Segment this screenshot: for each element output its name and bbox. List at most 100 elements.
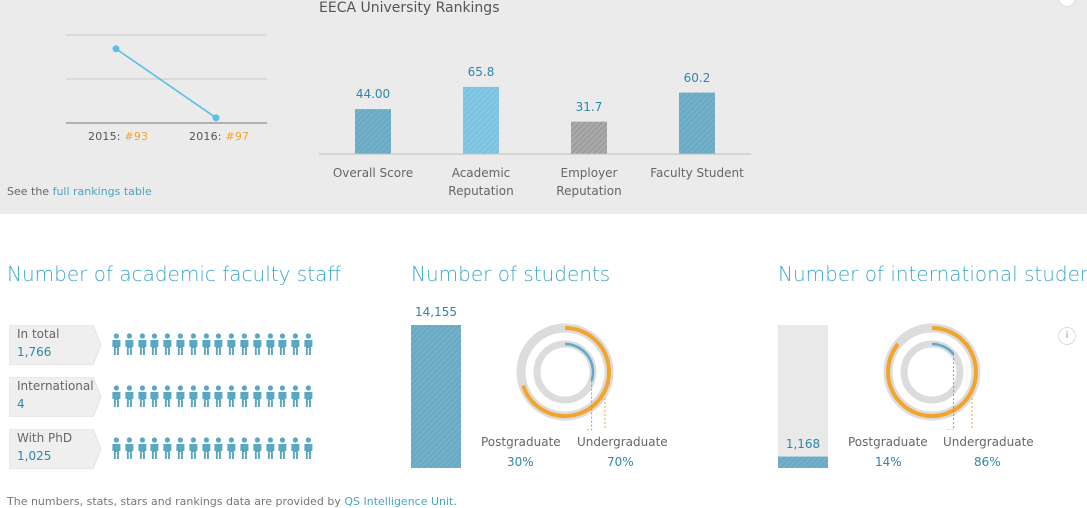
bar-employer-reputation[interactable] [571,121,607,154]
bar-category-label: Faculty Student [650,166,744,180]
person-icon [265,385,274,407]
person-icon [189,385,198,407]
faculty-people-icons [111,385,314,407]
faculty-row-label: In total [17,327,60,341]
tab-shape [9,377,102,417]
faculty-people-icons [111,333,314,355]
person-icon [189,437,198,459]
international-postgraduate-pct: 14% [875,455,902,469]
person-icon [125,385,134,407]
see-rankings-text: See the full rankings table [7,185,152,198]
faculty-row-value: 4 [17,397,25,411]
person-icon [150,385,159,407]
person-icon [176,333,185,355]
person-icon [253,437,262,459]
person-icon [253,333,262,355]
bar-faculty-student[interactable] [679,92,715,154]
person-icon [278,437,287,459]
students-undergraduate-arc[interactable] [521,326,611,418]
person-icon [176,385,185,407]
person-icon [253,385,262,407]
person-icon [137,385,146,407]
international-total-bar [778,325,828,468]
faculty-row-international: International 4 [9,377,102,417]
international-postgraduate-arc[interactable] [931,342,955,355]
person-icon [150,437,159,459]
bar-category-label: Overall Score [332,166,414,180]
faculty-people-icons [111,437,314,459]
bar-value-label: 31.7 [575,99,603,114]
person-icon [163,333,172,355]
tab-shape [9,325,102,365]
students-donut [516,323,614,430]
faculty-row-label: With PhD [17,431,73,445]
international-undergraduate-pct: 86% [974,455,1001,469]
tab-shape [9,429,102,469]
person-icon [291,333,300,355]
international-donut [883,323,981,430]
students-postgraduate-leader [585,380,593,430]
international-title: Number of international students [778,262,1087,286]
person-icon [189,333,198,355]
bar-value-label: 44.00 [355,87,391,102]
bar-academic-reputation[interactable] [463,86,499,154]
person-icon [265,437,274,459]
person-icon [227,437,236,459]
person-icon [125,333,134,355]
faculty-row-value: 1,025 [17,449,52,463]
person-icon [112,333,121,355]
international-info-icon[interactable]: i [1058,327,1076,345]
person-icon [214,385,223,407]
faculty-row-value: 1,766 [17,345,52,359]
rankings-title: EECA University Rankings [319,0,500,16]
international-undergraduate-label: Undergraduate [943,435,1034,449]
bar-value-label: 60.2 [683,70,711,85]
person-icon [163,385,172,407]
trend-tick-2016: 2016: #97 [189,130,250,143]
person-icon [214,333,223,355]
students-undergraduate-label: Undergraduate [577,435,668,449]
faculty-row-in-total: In total 1,766 [9,325,102,365]
person-icon [176,437,185,459]
faculty-row-with-phd: With PhD 1,025 [9,429,102,469]
person-icon [227,333,236,355]
bar-overall-score[interactable] [355,109,391,154]
person-icon [150,333,159,355]
footer-note: The numbers, stats, stars and rankings d… [7,495,457,508]
faculty-row-label: International [17,379,94,393]
bar-value-label: 65.8 [467,64,495,79]
trend-point-2016[interactable] [212,114,220,122]
international-postgraduate-leader [947,354,955,430]
trend-point-2015[interactable] [112,45,120,53]
students-undergraduate-pct: 70% [607,455,634,469]
full-rankings-link[interactable]: full rankings table [52,185,152,198]
person-icon [278,385,287,407]
bar-category-label: Employer Reputation [556,166,622,198]
international-postgraduate-label: Postgraduate [848,435,928,449]
person-icon [112,437,121,459]
person-icon [240,385,249,407]
person-icon [240,437,249,459]
trend-line [115,48,217,119]
students-total-value: 14,155 [415,305,457,319]
faculty-title: Number of academic faculty staff [7,262,342,286]
person-icon [137,333,146,355]
person-icon [304,385,313,407]
trend-tick-2015: 2015: #93 [88,130,149,143]
rank-trend-chart [66,34,267,124]
person-icon [201,437,210,459]
students-postgraduate-arc[interactable] [564,342,595,382]
rankings-bar-chart [319,86,751,155]
international-undergraduate-arc[interactable] [886,326,978,418]
person-icon [112,385,121,407]
person-icon [304,333,313,355]
person-icon [240,333,249,355]
students-total-bar [411,325,461,468]
qs-intelligence-link[interactable]: QS Intelligence Unit [344,495,454,508]
person-icon [201,333,210,355]
person-icon [214,437,223,459]
person-icon [227,385,236,407]
person-icon [137,437,146,459]
person-icon [265,333,274,355]
person-icon [291,437,300,459]
